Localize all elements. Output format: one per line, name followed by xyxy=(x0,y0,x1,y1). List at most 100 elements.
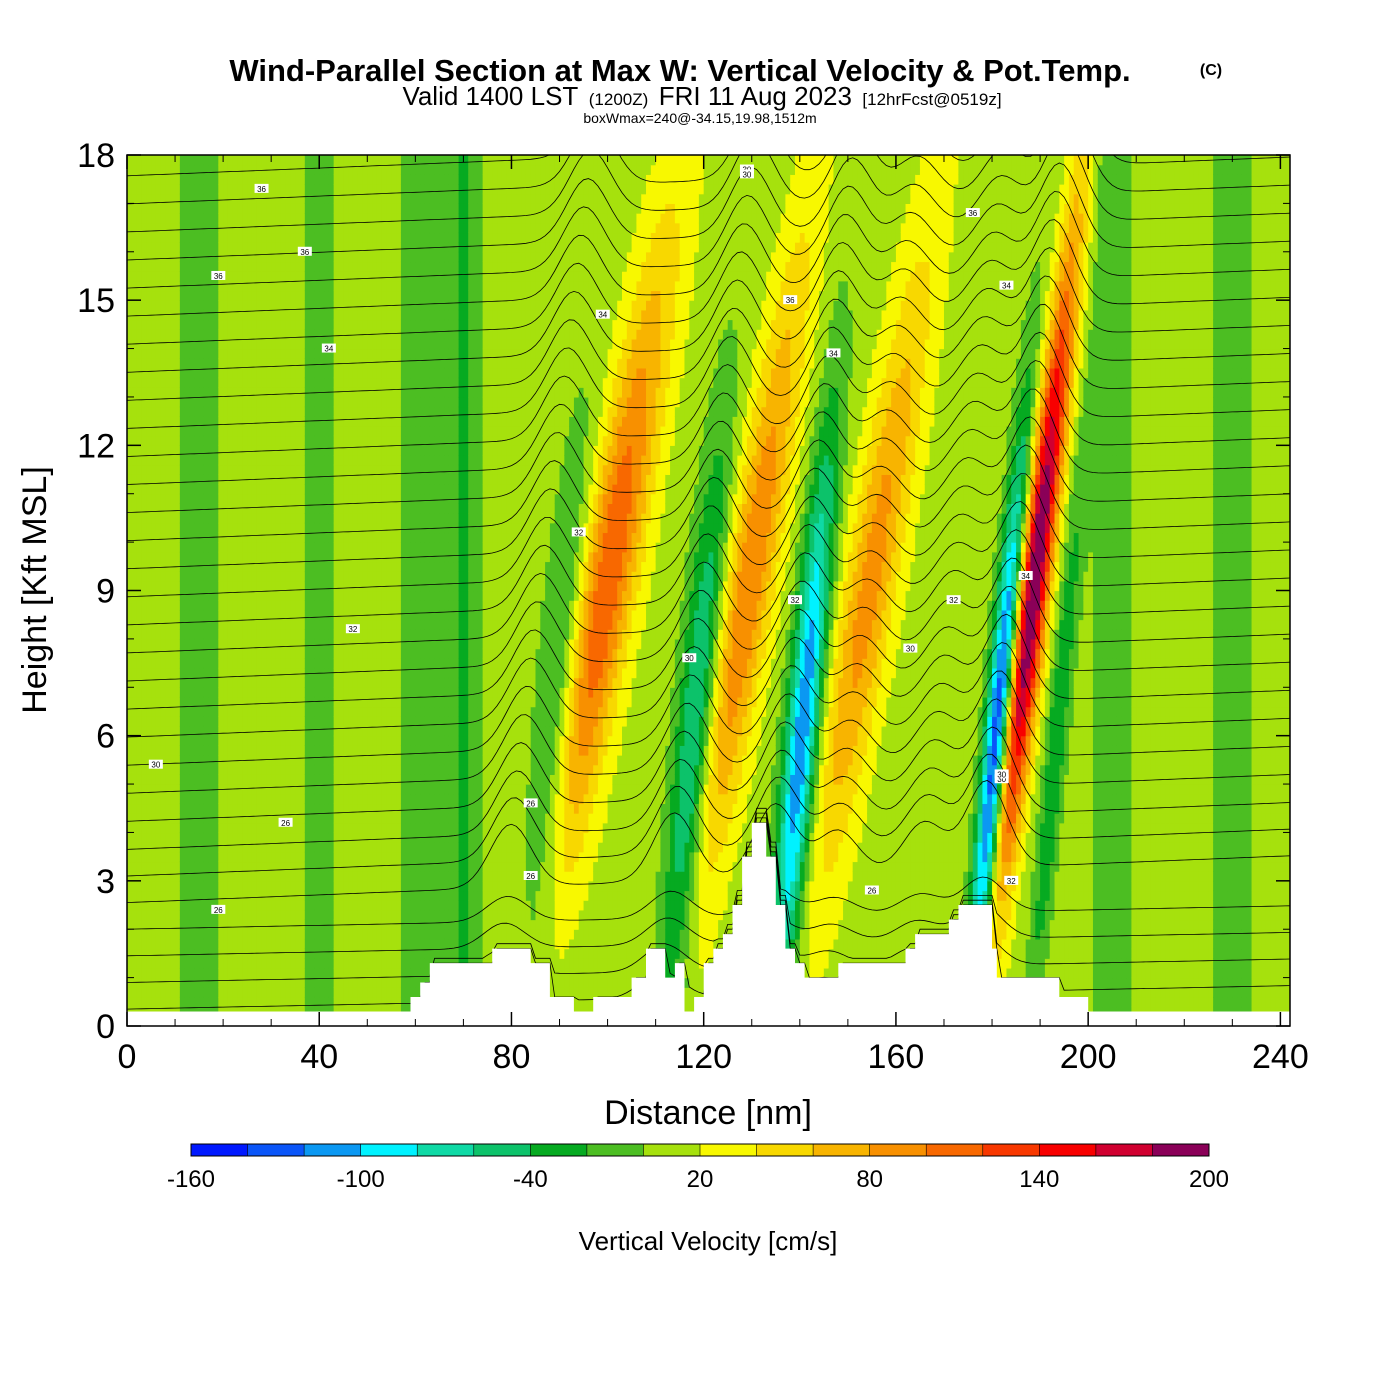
velocity-cell xyxy=(275,358,282,369)
velocity-cell xyxy=(242,232,248,243)
velocity-cell xyxy=(328,261,335,272)
velocity-cell xyxy=(208,764,215,775)
velocity-cell xyxy=(247,735,253,746)
velocity-cell xyxy=(304,880,311,892)
velocity-cell xyxy=(386,725,392,737)
velocity-cell xyxy=(213,155,219,166)
velocity-cell xyxy=(213,493,219,504)
velocity-cell xyxy=(352,155,359,166)
velocity-cell xyxy=(146,948,152,959)
velocity-cell xyxy=(324,358,330,369)
velocity-cell xyxy=(127,551,133,563)
velocity-cell xyxy=(386,309,392,321)
velocity-cell xyxy=(194,551,200,563)
velocity-cell xyxy=(155,832,162,843)
velocity-cell xyxy=(367,319,373,330)
velocity-cell xyxy=(285,522,291,534)
velocity-cell xyxy=(319,474,325,485)
velocity-cell xyxy=(309,242,316,253)
velocity-cell xyxy=(227,309,234,321)
velocity-cell xyxy=(367,977,373,988)
velocity-cell xyxy=(352,996,359,1008)
velocity-cell xyxy=(218,658,224,669)
velocity-cell xyxy=(199,571,205,582)
velocity-cell xyxy=(386,242,392,253)
velocity-cell xyxy=(309,890,316,901)
velocity-cell xyxy=(285,271,291,282)
velocity-cell xyxy=(290,735,296,746)
velocity-cell xyxy=(271,542,277,553)
velocity-cell xyxy=(290,242,296,253)
velocity-cell xyxy=(146,174,152,185)
velocity-cell xyxy=(328,764,335,775)
velocity-cell xyxy=(348,784,354,795)
velocity-cell xyxy=(242,725,248,737)
velocity-cell xyxy=(275,735,282,746)
velocity-cell xyxy=(247,445,253,456)
velocity-cell xyxy=(227,580,234,592)
velocity-cell xyxy=(247,571,253,582)
velocity-cell xyxy=(314,755,320,766)
velocity-cell xyxy=(131,725,138,737)
velocity-cell xyxy=(242,929,248,940)
velocity-cell xyxy=(237,793,243,805)
velocity-cell xyxy=(151,571,157,582)
velocity-cell xyxy=(367,996,373,1008)
velocity-cell xyxy=(338,822,344,834)
velocity-cell xyxy=(357,832,364,843)
velocity-cell xyxy=(208,687,215,698)
velocity-cell xyxy=(338,367,344,379)
velocity-cell xyxy=(223,164,229,175)
velocity-cell xyxy=(179,909,186,921)
velocity-cell xyxy=(251,484,258,495)
velocity-cell xyxy=(141,851,147,863)
velocity-cell xyxy=(357,271,364,282)
velocity-cell xyxy=(242,967,248,979)
velocity-cell xyxy=(357,580,364,592)
velocity-cell xyxy=(160,222,167,234)
velocity-cell xyxy=(208,513,215,524)
velocity-cell xyxy=(280,406,287,417)
velocity-cell xyxy=(391,813,397,824)
velocity-cell xyxy=(372,774,378,785)
velocity-cell xyxy=(160,755,167,766)
velocity-cell xyxy=(175,300,181,311)
velocity-cell xyxy=(199,764,205,775)
velocity-cell xyxy=(357,929,364,940)
velocity-cell xyxy=(251,677,258,688)
velocity-cell xyxy=(386,416,392,427)
velocity-cell xyxy=(131,890,138,901)
velocity-cell xyxy=(304,948,311,959)
velocity-cell xyxy=(218,484,224,495)
velocity-cell xyxy=(372,735,378,746)
velocity-cell xyxy=(170,455,176,466)
velocity-cell xyxy=(203,280,210,292)
velocity-cell xyxy=(357,648,364,659)
velocity-cell xyxy=(179,687,186,698)
velocity-cell xyxy=(203,861,210,872)
velocity-cell xyxy=(251,213,258,224)
velocity-cell xyxy=(367,542,373,553)
velocity-cell xyxy=(199,319,205,330)
velocity-cell xyxy=(362,745,368,756)
velocity-cell xyxy=(232,890,239,901)
velocity-cell xyxy=(199,348,205,359)
velocity-cell xyxy=(223,696,229,708)
velocity-cell xyxy=(136,474,143,485)
velocity-cell xyxy=(175,996,181,1008)
velocity-cell xyxy=(155,696,162,708)
velocity-cell xyxy=(266,309,272,321)
velocity-cell xyxy=(348,348,354,359)
velocity-cell xyxy=(184,958,191,969)
velocity-cell xyxy=(155,338,162,350)
velocity-cell xyxy=(338,561,344,572)
velocity-cell xyxy=(271,716,277,727)
velocity-cell xyxy=(131,842,138,853)
velocity-cell xyxy=(146,164,152,175)
velocity-cell xyxy=(179,551,186,563)
velocity-cell xyxy=(160,987,167,998)
velocity-cell xyxy=(199,996,205,1008)
velocity-cell xyxy=(223,832,229,843)
velocity-cell xyxy=(199,387,205,398)
velocity-cell xyxy=(237,648,243,659)
